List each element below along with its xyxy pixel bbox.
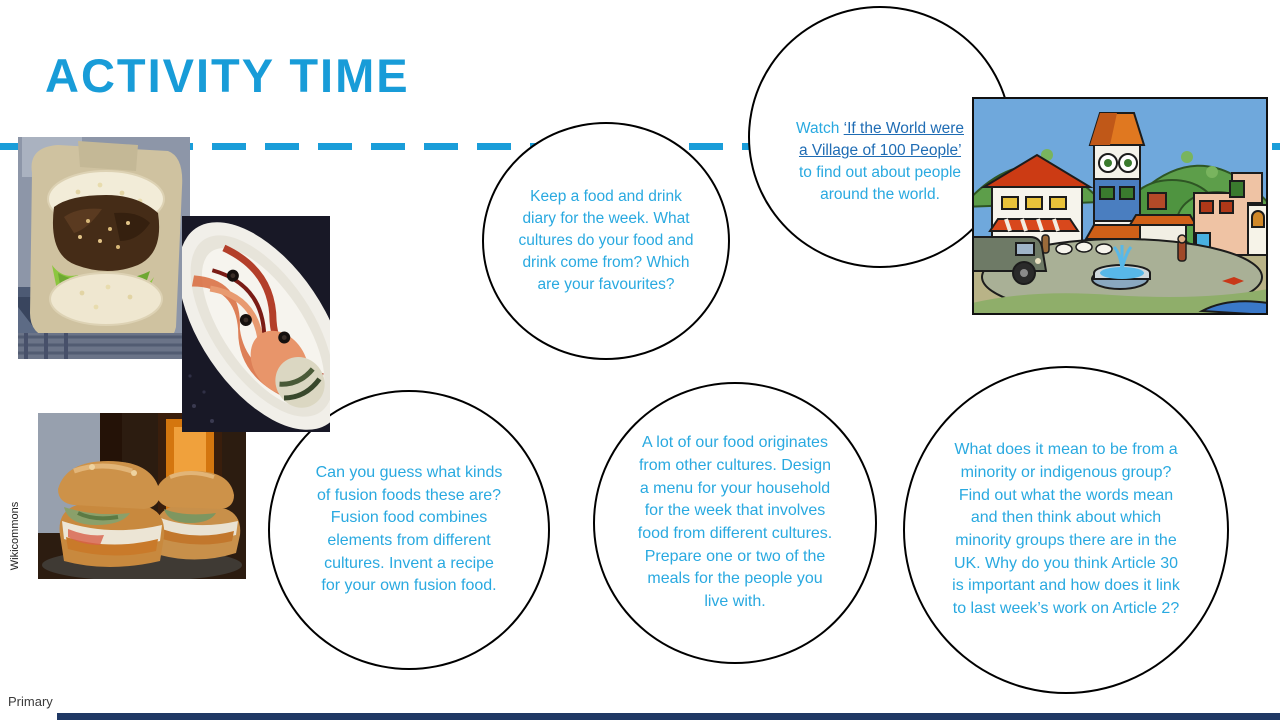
burger-photo [38, 413, 246, 579]
activity-bubble-menu-design: A lot of our food originates from other … [593, 382, 877, 664]
rice-burger-photo [18, 137, 190, 359]
activity-bubble-food-diary: Keep a food and drink diary for the week… [482, 122, 730, 360]
village-illustration [972, 97, 1268, 315]
watch-label-suffix: to find out about people around the worl… [798, 164, 962, 203]
fusion-plate-photo [182, 216, 330, 432]
video-hyperlink[interactable]: ‘If the World were a Village of 100 Peop… [798, 120, 964, 159]
footer-audience-label: Primary [8, 694, 53, 709]
burger-left [58, 461, 165, 567]
image-credit-label: Wikicommons [9, 501, 21, 571]
activity-bubble-minority-groups: What does it mean to be from a minority … [903, 366, 1229, 694]
activity-bubble-text: A lot of our food originates from other … [637, 434, 833, 611]
activity-bubble-fusion-food: Can you guess what kinds of fusion foods… [268, 390, 550, 670]
activity-bubble-text: Watch ‘If the World were a Village of 10… [791, 68, 969, 206]
activity-bubble-text: Keep a food and drink diary for the week… [518, 188, 694, 293]
burger-right [155, 471, 241, 560]
page-title: ACTIVITY TIME [45, 49, 410, 102]
activity-bubble-text: What does it mean to be from a minority … [952, 441, 1180, 618]
activity-bubble-watch-video: Watch ‘If the World were a Village of 10… [748, 6, 1012, 268]
footer-accent-bar [57, 713, 1280, 720]
watch-label: Watch [796, 120, 844, 137]
activity-bubble-text: Can you guess what kinds of fusion foods… [315, 463, 503, 595]
